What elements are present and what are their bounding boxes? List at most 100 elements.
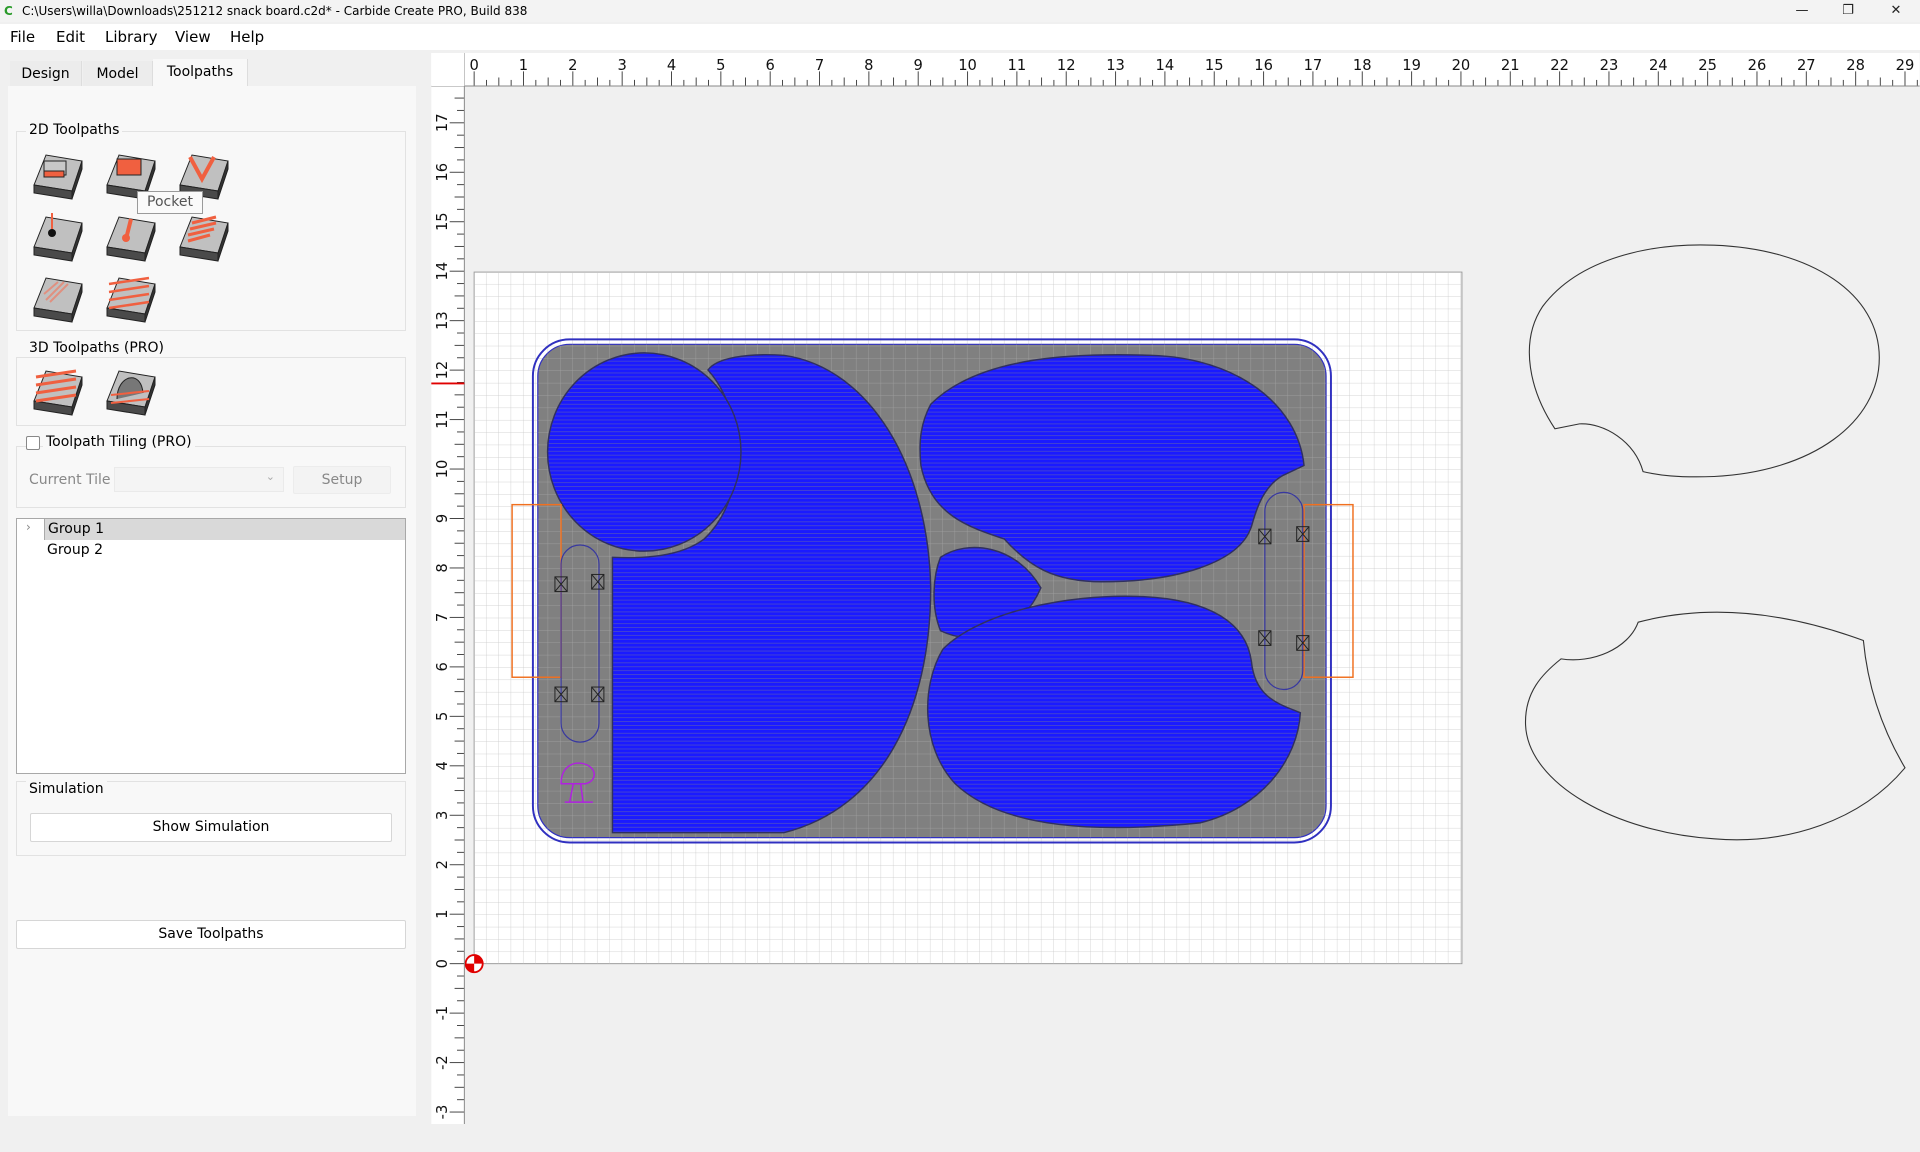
drill-toolpath-icon[interactable] <box>30 211 86 263</box>
ruler-x-label: 7 <box>815 57 824 74</box>
tab-marker-icon <box>1258 528 1272 545</box>
ruler-x-label: 2 <box>568 57 577 74</box>
ruler-x-label: 4 <box>667 57 676 74</box>
ruler-x-label: 9 <box>914 57 923 74</box>
tab-toolpaths[interactable]: Toolpaths <box>153 59 248 87</box>
tree-item-label: Group 2 <box>47 542 103 558</box>
outline-shape-bottom <box>1525 611 1906 841</box>
menu-help[interactable]: Help <box>230 28 265 46</box>
ruler-x-label: 18 <box>1353 57 1372 74</box>
label-3d-toolpaths: 3D Toolpaths (PRO) <box>26 340 168 356</box>
tab-marker-icon <box>1296 526 1310 542</box>
ruler-y-label: 9 <box>434 514 451 523</box>
ruler-x-label: 5 <box>716 57 725 74</box>
ruler-y-label: 7 <box>434 613 451 622</box>
ruler-y-label: 1 <box>434 910 451 919</box>
tab-marker-icon <box>591 686 605 703</box>
minimize-button[interactable]: — <box>1795 3 1809 18</box>
menu-library[interactable]: Library <box>105 28 158 46</box>
menu-file[interactable]: File <box>10 28 36 46</box>
ruler-x-label: 21 <box>1501 57 1520 74</box>
ruler-x-label: 24 <box>1649 57 1668 74</box>
ruler-corner <box>431 53 465 87</box>
ruler-vertical <box>431 53 465 1124</box>
menu-view[interactable]: View <box>175 28 211 46</box>
pocket-large-left <box>611 354 932 834</box>
pocket-toolpath-icon[interactable] <box>103 149 159 201</box>
tree-item-group-2[interactable]: Group 2 <box>44 540 405 561</box>
tree-item-group-1[interactable]: Group 1 <box>44 519 405 540</box>
tiling-checkbox[interactable] <box>26 436 40 450</box>
ruler-x-label: 10 <box>958 57 977 74</box>
ruler-x-label: 28 <box>1846 57 1865 74</box>
rough-pocket-toolpath-icon[interactable] <box>30 272 86 324</box>
ruler-x-label: 0 <box>469 57 478 74</box>
chevron-down-icon: ⌄ <box>265 470 275 483</box>
window-title: C:\Users\willa\Downloads\251212 snack bo… <box>22 4 528 18</box>
ruler-x-label: 25 <box>1698 57 1717 74</box>
rest-machining-toolpath-icon[interactable] <box>103 272 159 324</box>
ruler-y-label: -3 <box>434 1105 451 1120</box>
ruler-y-label: 3 <box>434 811 451 820</box>
ruler-x-label: 20 <box>1452 57 1471 74</box>
app-icon: C <box>4 4 13 18</box>
advanced-vcarve-toolpath-icon[interactable] <box>103 211 159 263</box>
toolpath-tree <box>16 518 406 774</box>
tab-marker-icon <box>554 686 568 703</box>
ruler-x-label: 16 <box>1254 57 1273 74</box>
texture-toolpath-icon[interactable] <box>176 211 232 263</box>
tiling-label: Toolpath Tiling (PRO) <box>43 434 195 450</box>
ruler-y-label: 6 <box>434 662 451 671</box>
outline-shape-top <box>1528 244 1880 478</box>
restore-button[interactable]: ❐ <box>1842 3 1854 18</box>
ruler-x-label: 23 <box>1600 57 1619 74</box>
ruler-x-label: 13 <box>1106 57 1125 74</box>
ruler-y-label: 4 <box>434 761 451 770</box>
ruler-x-label: 8 <box>864 57 873 74</box>
setup-button[interactable]: Setup <box>293 466 391 494</box>
label-2d-toolpaths: 2D Toolpaths <box>26 122 123 138</box>
ruler-y-label: 0 <box>434 959 451 968</box>
pocket-bottom-right <box>926 595 1302 829</box>
clamp-tab-right <box>1303 503 1354 678</box>
ruler-x-label: 3 <box>617 57 626 74</box>
ruler-y-label: 16 <box>434 163 451 182</box>
ruler-x-label: 11 <box>1008 57 1027 74</box>
ruler-x-label: 1 <box>519 57 528 74</box>
show-simulation-button[interactable]: Show Simulation <box>30 813 392 842</box>
menu-bar: File Edit Library View Help <box>0 24 1920 50</box>
tab-marker-icon <box>591 573 605 590</box>
simulation-label: Simulation <box>26 781 107 797</box>
handle-slot-left <box>560 544 600 743</box>
tab-model[interactable]: Model <box>83 61 153 87</box>
ruler-y-label: -1 <box>434 1006 451 1021</box>
ruler-y-label: 11 <box>434 410 451 429</box>
3d-finish-toolpath-icon[interactable] <box>103 365 159 417</box>
ruler-y-label: 17 <box>434 113 451 132</box>
menu-edit[interactable]: Edit <box>56 28 86 46</box>
chevron-right-icon[interactable]: › <box>26 520 31 534</box>
pocket-top-right <box>919 353 1305 583</box>
ruler-x-label: 14 <box>1156 57 1175 74</box>
3d-rough-toolpath-icon[interactable] <box>30 365 86 417</box>
ruler-y-label: 14 <box>434 262 451 281</box>
ruler-x-label: 27 <box>1797 57 1816 74</box>
ruler-y-label: 12 <box>434 361 451 380</box>
ruler-x-label: 26 <box>1748 57 1767 74</box>
current-tile-select[interactable]: ⌄ <box>114 467 284 492</box>
tab-marker-icon <box>1258 630 1272 646</box>
ruler-y-label: 2 <box>434 860 451 869</box>
origin-marker <box>464 954 484 974</box>
tooltip: Pocket <box>137 191 203 214</box>
design-canvas[interactable]: 0 1 2 3 4 5 6 7 8 9 10 11 12 13 14 15 16 17 18 19 20 21 22 23 24… <box>431 53 1920 1124</box>
close-button[interactable]: ✕ <box>1890 3 1902 18</box>
ruler-x-label: 29 <box>1896 57 1915 74</box>
title-bar: C C:\Users\willa\Downloads\251212 snack … <box>0 0 1920 22</box>
save-toolpaths-button[interactable]: Save Toolpaths <box>16 920 406 949</box>
ruler-x-label: 15 <box>1205 57 1224 74</box>
tree-item-label: Group 1 <box>48 521 104 537</box>
contour-toolpath-icon[interactable] <box>30 149 86 201</box>
ruler-y-label: 5 <box>434 712 451 721</box>
vcarve-toolpath-icon[interactable] <box>176 149 232 201</box>
tab-design[interactable]: Design <box>10 61 82 87</box>
